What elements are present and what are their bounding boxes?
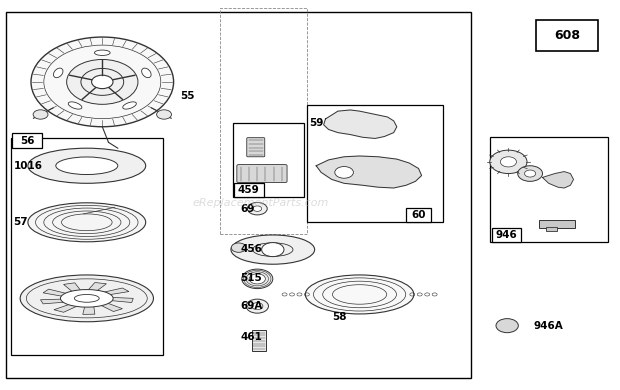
Polygon shape: [43, 289, 74, 298]
Polygon shape: [82, 303, 95, 314]
Circle shape: [252, 303, 263, 310]
FancyBboxPatch shape: [237, 165, 287, 183]
Bar: [492, 228, 521, 242]
Circle shape: [33, 110, 48, 119]
Circle shape: [490, 150, 527, 174]
Text: 459: 459: [237, 185, 260, 195]
Bar: [406, 208, 431, 222]
Bar: [536, 20, 598, 51]
Polygon shape: [542, 172, 574, 188]
Circle shape: [249, 274, 265, 284]
Circle shape: [157, 110, 172, 119]
Polygon shape: [54, 302, 83, 312]
Polygon shape: [86, 282, 107, 294]
Ellipse shape: [28, 203, 146, 242]
Polygon shape: [102, 297, 133, 303]
Bar: [234, 183, 264, 197]
Circle shape: [518, 166, 542, 181]
Ellipse shape: [53, 68, 63, 78]
Ellipse shape: [68, 102, 82, 109]
Ellipse shape: [28, 148, 146, 183]
Polygon shape: [324, 110, 397, 138]
Circle shape: [67, 59, 138, 104]
Bar: [546, 227, 557, 231]
Polygon shape: [95, 288, 129, 296]
Text: 456: 456: [241, 244, 262, 254]
Text: 608: 608: [554, 28, 580, 42]
Text: 69: 69: [241, 204, 255, 215]
Circle shape: [31, 37, 174, 127]
Circle shape: [335, 167, 353, 178]
Text: 59: 59: [309, 118, 323, 128]
FancyBboxPatch shape: [247, 138, 265, 157]
Polygon shape: [316, 156, 422, 188]
Circle shape: [231, 243, 246, 252]
Text: eReplacementParts.com: eReplacementParts.com: [192, 198, 329, 208]
Bar: [307, 105, 443, 222]
Ellipse shape: [20, 275, 154, 322]
Polygon shape: [40, 299, 74, 304]
Text: 1016: 1016: [14, 161, 43, 171]
Text: 946: 946: [495, 230, 518, 240]
Circle shape: [92, 75, 113, 89]
Text: 57: 57: [14, 217, 29, 227]
Ellipse shape: [94, 50, 110, 55]
Bar: [220, 8, 307, 234]
Polygon shape: [95, 301, 122, 312]
Circle shape: [253, 206, 262, 211]
Ellipse shape: [74, 294, 99, 302]
Text: 60: 60: [411, 210, 426, 220]
Text: 56: 56: [20, 136, 35, 146]
Circle shape: [496, 319, 518, 333]
Text: 946A: 946A: [533, 321, 563, 331]
Bar: [490, 136, 608, 242]
Polygon shape: [64, 283, 83, 294]
Circle shape: [525, 170, 536, 177]
Ellipse shape: [305, 275, 414, 314]
Bar: [12, 133, 42, 148]
Circle shape: [262, 243, 284, 257]
Text: 69A: 69A: [241, 301, 263, 311]
Circle shape: [246, 299, 268, 313]
Circle shape: [500, 157, 516, 167]
Ellipse shape: [61, 289, 113, 307]
Text: 58: 58: [332, 312, 346, 322]
Circle shape: [247, 202, 267, 215]
Text: 461: 461: [241, 332, 262, 342]
Circle shape: [242, 269, 273, 289]
Ellipse shape: [141, 68, 151, 78]
Ellipse shape: [56, 157, 118, 175]
Bar: [6, 12, 471, 378]
Ellipse shape: [231, 235, 315, 264]
Text: 55: 55: [180, 90, 194, 101]
Bar: [232, 123, 304, 197]
Ellipse shape: [123, 102, 136, 109]
Text: 515: 515: [241, 273, 262, 283]
Bar: [539, 220, 575, 228]
Bar: [11, 138, 163, 355]
Bar: [252, 330, 266, 351]
